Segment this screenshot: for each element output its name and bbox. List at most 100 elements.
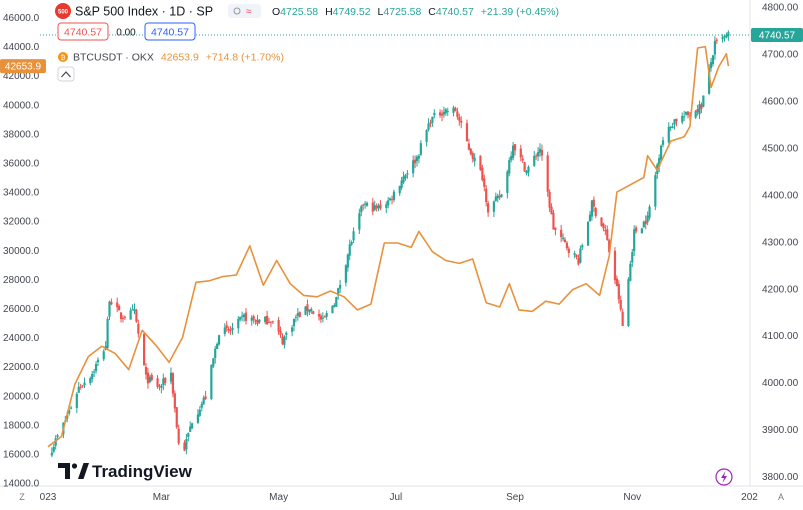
watermark-text: TradingView (92, 462, 193, 481)
candle (292, 318, 296, 332)
candle (469, 147, 472, 156)
candle (137, 319, 140, 338)
sell-price-box[interactable]: 4740.57 (57, 22, 109, 41)
candle (75, 392, 78, 414)
timezone-corner-label[interactable]: Z (19, 492, 25, 502)
candle (202, 395, 205, 405)
candle (52, 443, 55, 454)
candle (298, 311, 301, 318)
candle (392, 189, 396, 203)
candle (96, 357, 100, 367)
candle (523, 161, 526, 172)
svg-text:₿: ₿ (61, 54, 66, 62)
candle (548, 189, 551, 212)
candle (344, 264, 347, 287)
candle (304, 306, 307, 316)
candle (465, 119, 469, 142)
candle (629, 260, 632, 282)
sp500-badge[interactable] (55, 3, 71, 19)
candle (669, 125, 672, 132)
left-axis-tick-label: 34000.0 (3, 188, 40, 199)
candle (563, 237, 567, 243)
candle (640, 227, 643, 234)
chart-style-button[interactable]: ≈ (228, 4, 261, 18)
candle (94, 361, 98, 374)
candle (371, 197, 374, 216)
candle (225, 320, 228, 332)
candle (306, 299, 309, 317)
left-axis-tick-label: 24000.0 (3, 333, 40, 344)
candle (510, 151, 513, 163)
candle (121, 315, 125, 323)
symbol-title[interactable]: S&P 500 Index · 1D · SP (75, 5, 213, 19)
candle (592, 196, 595, 213)
candle (560, 224, 563, 243)
candle (285, 331, 288, 341)
btc-price-tag-text: 42653.9 (5, 62, 42, 73)
candle (216, 342, 219, 350)
compare-symbol[interactable]: BTCUSDT · OKX 42653.9 +714.8 (+1.70%) (73, 52, 284, 64)
left-axis-tick-label: 18000.0 (3, 420, 40, 431)
candle (588, 210, 592, 222)
candle (83, 377, 86, 389)
candle (552, 209, 555, 230)
candle (187, 432, 190, 442)
candle (312, 310, 315, 315)
candle (579, 245, 582, 264)
quick-action-button[interactable] (715, 468, 733, 486)
left-price-axis[interactable]: 14000.0 16000.0 18000.0 20000.0 22000.0 24000… (3, 13, 40, 490)
candle (308, 309, 311, 315)
candle (296, 308, 299, 321)
left-axis-tick-label: 22000.0 (3, 362, 40, 373)
candle (513, 143, 517, 156)
candle (479, 155, 482, 171)
time-axis-tick-label: 023 (40, 492, 57, 503)
candle (600, 217, 603, 227)
candle (133, 303, 136, 315)
candle (50, 447, 53, 458)
candle (169, 367, 173, 385)
candle (594, 207, 597, 219)
candle (348, 239, 351, 261)
time-axis[interactable]: 023 Mar May Jul Sep Nov 202 Z A (19, 492, 784, 503)
candle (635, 225, 638, 234)
candle (573, 250, 576, 259)
candle (362, 203, 365, 211)
right-axis-tick-label: 3800.00 (762, 472, 799, 483)
candle (54, 435, 57, 450)
candle (684, 111, 688, 116)
candle (438, 109, 442, 118)
candle (419, 140, 422, 157)
candle (79, 383, 82, 390)
sell-price: 4740.57 (64, 27, 102, 39)
candle (323, 315, 326, 318)
candle (227, 326, 230, 334)
buy-price-box[interactable]: 4740.57 (144, 22, 196, 41)
candle (467, 138, 470, 151)
left-axis-tick-label: 32000.0 (3, 217, 40, 228)
auto-scale-toggle[interactable]: A (778, 492, 784, 502)
candle (709, 57, 713, 72)
right-axis-tick-label: 4800.00 (762, 3, 799, 14)
collapse-legend-button[interactable] (57, 66, 75, 82)
candle (683, 110, 686, 122)
candle (265, 310, 269, 325)
right-axis-tick-label: 4500.00 (762, 143, 799, 154)
left-axis-tick-label: 44000.0 (3, 42, 40, 53)
candle (183, 440, 186, 452)
candle (252, 314, 255, 324)
ohlc-values: O4725.58 H4749.52 L4725.58 C4740.57 +21.… (272, 6, 559, 18)
candle (554, 227, 557, 236)
right-price-axis[interactable]: 3800.00 3900.00 4000.00 4100.00 4200.00 4300.… (762, 3, 799, 484)
candle (483, 174, 486, 192)
candle (398, 185, 401, 196)
right-axis-tick-label: 4100.00 (762, 331, 799, 342)
candle (575, 254, 578, 260)
eye-icon (233, 7, 241, 15)
right-axis-tick-label: 4300.00 (762, 237, 799, 248)
candle (223, 323, 226, 337)
candle (365, 201, 369, 207)
candle (446, 107, 449, 116)
candle (577, 254, 580, 266)
